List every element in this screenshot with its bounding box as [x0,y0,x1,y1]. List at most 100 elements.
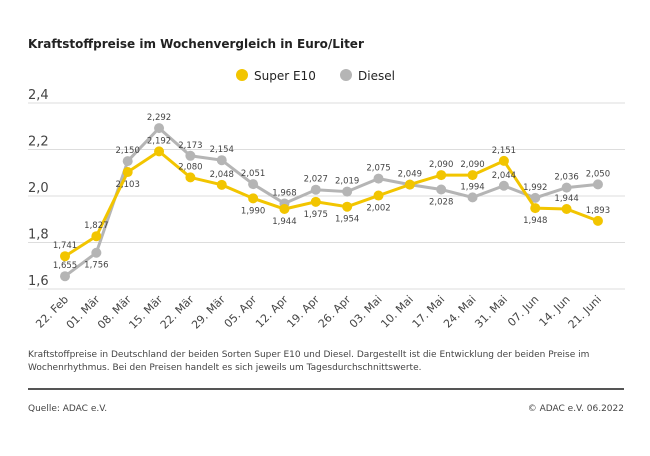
copyright-label: © ADAC e.V. 06.2022 [527,404,624,414]
data-label: 1,893 [586,206,610,216]
data-point [592,179,603,190]
x-tick-label: 10. Mai [378,293,416,331]
data-label: 1,944 [554,194,578,204]
data-label: 1,756 [84,261,108,271]
data-point [530,192,541,203]
data-point [436,170,447,181]
series-line [64,126,599,278]
data-label: 2,151 [492,146,516,156]
data-label: 2,075 [366,164,390,174]
data-point [373,190,384,201]
data-point [185,172,196,183]
data-point [310,184,321,195]
data-label: 2,090 [460,160,484,170]
x-tick-label: 03. Mai [347,293,385,331]
data-label: 2,154 [210,145,234,155]
data-label: 2,044 [492,171,516,181]
data-label: 2,292 [147,113,171,123]
data-label: 2,028 [429,197,453,207]
data-label: 1,948 [523,216,547,226]
data-label: 2,048 [210,170,234,180]
x-tick-label: 22. Mär [158,293,197,332]
data-label: 1,741 [53,241,77,251]
data-point [498,155,509,166]
x-tick-label: 17. Mai [410,293,448,331]
source-label: Quelle: ADAC e.V. [28,404,108,414]
data-label: 2,027 [304,175,328,185]
x-tick-label: 15. Mär [126,293,165,332]
data-point [248,193,259,204]
divider [28,388,624,390]
data-label: 2,036 [554,173,578,183]
data-point [467,192,478,203]
y-tick-label: 1,6 [28,274,49,289]
data-label: 1,968 [272,188,296,198]
data-label: 1,994 [460,182,484,192]
data-point [154,123,165,134]
data-label: 2,090 [429,160,453,170]
x-tick-label: 01. Mär [64,293,103,332]
data-label: 1,944 [272,217,296,227]
data-label: 2,173 [178,141,202,151]
data-point [373,173,384,184]
x-tick-label: 19. Apr [284,293,322,331]
data-point [248,179,259,190]
data-point [60,251,70,262]
data-point [530,203,541,214]
data-point [404,179,415,190]
data-label: 2,002 [366,204,390,214]
data-point [216,179,227,190]
data-label: 2,150 [116,146,140,156]
data-label: 1,992 [523,183,547,193]
x-tick-label: 29. Mär [189,293,228,332]
data-label: 2,019 [335,177,359,187]
x-tick-label: 07. Jun [505,293,541,329]
data-point [91,231,102,242]
data-point [342,201,353,212]
y-tick-label: 2,4 [28,88,49,103]
data-point [342,186,353,197]
data-label: 1,990 [241,206,265,216]
x-tick-label: 26. Apr [316,293,354,331]
y-tick-label: 2,2 [28,135,49,150]
data-point [60,271,70,282]
data-label: 1,954 [335,215,359,225]
chart-note: Kraftstoffpreise in Deutschland der beid… [28,350,590,373]
data-point [122,156,133,167]
data-label: 1,655 [53,261,77,271]
data-label: 2,049 [398,170,422,180]
data-point [216,155,227,166]
legend-label: Super E10 [254,69,316,83]
legend-label: Diesel [358,69,395,83]
data-point [122,167,133,178]
x-tick-label: 24. Mai [441,293,479,331]
data-point [561,182,572,193]
data-point [279,204,290,215]
x-tick-label: 21. Juni [566,293,604,331]
data-label: 1,827 [84,221,108,231]
data-label: 2,103 [116,180,140,190]
data-label: 2,192 [147,136,171,146]
x-tick-label: 31. Mai [472,293,510,331]
data-point [467,170,478,181]
legend-marker [340,69,352,81]
data-point [91,247,102,258]
data-point [592,215,603,226]
x-tick-label: 12. Apr [253,293,291,331]
data-point [498,180,509,191]
x-tick-label: 05. Apr [222,293,260,331]
data-label: 2,050 [586,169,610,179]
data-label: 2,080 [178,162,202,172]
legend-marker [236,69,248,81]
data-point [310,196,321,207]
data-point [436,184,447,195]
data-point [561,204,572,215]
data-label: 1,975 [304,210,328,220]
data-point [185,150,196,161]
data-label: 2,051 [241,169,265,179]
y-tick-label: 2,0 [28,181,49,196]
data-point [154,146,165,157]
x-tick-label: 08. Mär [95,293,134,332]
